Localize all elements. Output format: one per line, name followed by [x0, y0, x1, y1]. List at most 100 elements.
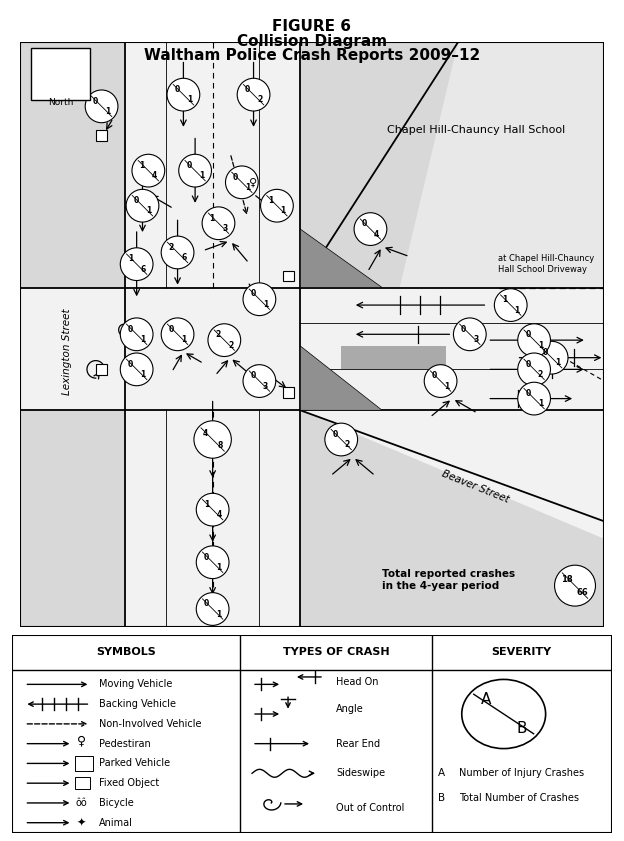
- Circle shape: [194, 420, 232, 458]
- Text: North: North: [48, 98, 74, 107]
- Text: Total reported crashes
in the 4-year period: Total reported crashes in the 4-year per…: [382, 569, 515, 590]
- Circle shape: [167, 78, 200, 111]
- Text: TYPES OF CRASH: TYPES OF CRASH: [283, 648, 389, 658]
- Text: Lexington Street: Lexington Street: [62, 309, 72, 395]
- Text: Beaver Street: Beaver Street: [441, 468, 511, 505]
- Text: ôô: ôô: [76, 798, 87, 808]
- Circle shape: [518, 353, 550, 386]
- Circle shape: [161, 318, 194, 351]
- Text: B: B: [438, 793, 445, 803]
- Text: 3: 3: [474, 335, 479, 344]
- Text: 0: 0: [93, 97, 98, 106]
- Circle shape: [85, 90, 118, 123]
- Circle shape: [424, 365, 457, 398]
- Text: 1: 1: [245, 183, 251, 192]
- Circle shape: [126, 189, 159, 222]
- Text: FIGURE 6: FIGURE 6: [273, 19, 351, 34]
- Text: 0: 0: [251, 372, 256, 380]
- Circle shape: [454, 318, 486, 351]
- Text: 1: 1: [140, 335, 145, 344]
- Circle shape: [120, 353, 153, 386]
- Circle shape: [161, 236, 194, 269]
- Text: 8: 8: [217, 441, 222, 450]
- Circle shape: [120, 318, 153, 351]
- Text: Chapel Hill-Chauncy Hall School: Chapel Hill-Chauncy Hall School: [386, 124, 565, 135]
- Text: Bicycle: Bicycle: [99, 798, 134, 808]
- Circle shape: [494, 288, 527, 321]
- Text: 1: 1: [198, 172, 204, 180]
- Text: 0: 0: [204, 600, 209, 608]
- Text: Angle: Angle: [336, 704, 364, 714]
- Text: Sideswipe: Sideswipe: [336, 769, 385, 778]
- Circle shape: [518, 382, 550, 415]
- Bar: [96, 130, 107, 140]
- Circle shape: [178, 154, 212, 187]
- Text: 1: 1: [444, 382, 449, 391]
- Text: 18: 18: [562, 574, 573, 584]
- Text: 6: 6: [140, 265, 145, 274]
- Text: 4: 4: [203, 429, 208, 438]
- Text: 0: 0: [461, 325, 466, 334]
- Text: Waltham Police Crash Reports 2009–12: Waltham Police Crash Reports 2009–12: [144, 48, 480, 63]
- Text: B: B: [517, 722, 527, 737]
- Text: 0: 0: [168, 325, 174, 334]
- Text: 1: 1: [555, 358, 560, 368]
- Text: 6: 6: [181, 253, 187, 262]
- Text: 0: 0: [543, 348, 548, 357]
- Text: 0: 0: [525, 331, 530, 340]
- Text: 1: 1: [217, 610, 222, 619]
- Circle shape: [120, 248, 153, 281]
- Text: 0: 0: [186, 161, 192, 170]
- Text: 66: 66: [577, 588, 588, 596]
- Text: 1: 1: [217, 563, 222, 572]
- Circle shape: [132, 154, 165, 187]
- Text: Out of Control: Out of Control: [336, 803, 404, 813]
- Text: Rear End: Rear End: [336, 738, 380, 748]
- Circle shape: [202, 207, 235, 240]
- Text: 2: 2: [257, 95, 263, 104]
- FancyBboxPatch shape: [76, 756, 94, 771]
- Text: 2: 2: [538, 370, 543, 379]
- Bar: [20, 288, 604, 410]
- Bar: [283, 388, 294, 398]
- Circle shape: [237, 78, 270, 111]
- Text: 0: 0: [251, 289, 256, 299]
- Text: 1: 1: [538, 399, 543, 409]
- Text: ♀: ♀: [250, 177, 258, 188]
- Circle shape: [261, 189, 293, 222]
- Text: 2: 2: [345, 440, 350, 449]
- Text: 4: 4: [217, 510, 222, 520]
- Text: 1: 1: [263, 300, 268, 309]
- Text: ✦: ✦: [77, 817, 86, 828]
- Text: 1: 1: [128, 255, 133, 263]
- Text: 0: 0: [233, 172, 238, 182]
- Text: SEVERITY: SEVERITY: [492, 648, 552, 658]
- Circle shape: [243, 365, 276, 398]
- Text: 0: 0: [333, 430, 338, 439]
- Text: Animal: Animal: [99, 817, 133, 828]
- Circle shape: [518, 324, 550, 357]
- Text: at Chapel Hill-Chauncy
Hall School Driveway: at Chapel Hill-Chauncy Hall School Drive…: [498, 255, 594, 274]
- Text: 0: 0: [134, 196, 139, 205]
- Circle shape: [197, 593, 229, 626]
- Text: 0: 0: [245, 85, 250, 94]
- Polygon shape: [300, 346, 382, 410]
- Text: 1: 1: [281, 206, 286, 215]
- Text: Fixed Object: Fixed Object: [99, 778, 160, 788]
- Text: 0: 0: [204, 553, 209, 562]
- Circle shape: [354, 213, 387, 246]
- Text: Number of Injury Crashes: Number of Injury Crashes: [459, 769, 584, 778]
- Text: 1: 1: [181, 335, 187, 344]
- Text: 0: 0: [175, 85, 180, 94]
- Text: 0: 0: [525, 360, 530, 368]
- Circle shape: [462, 680, 545, 748]
- Text: 1: 1: [514, 306, 520, 315]
- Circle shape: [325, 423, 358, 456]
- Text: Head On: Head On: [336, 677, 379, 687]
- Bar: [341, 346, 446, 369]
- Circle shape: [197, 494, 229, 526]
- Circle shape: [208, 324, 241, 357]
- Text: 0: 0: [361, 220, 367, 229]
- Circle shape: [555, 565, 595, 606]
- Bar: [283, 271, 294, 281]
